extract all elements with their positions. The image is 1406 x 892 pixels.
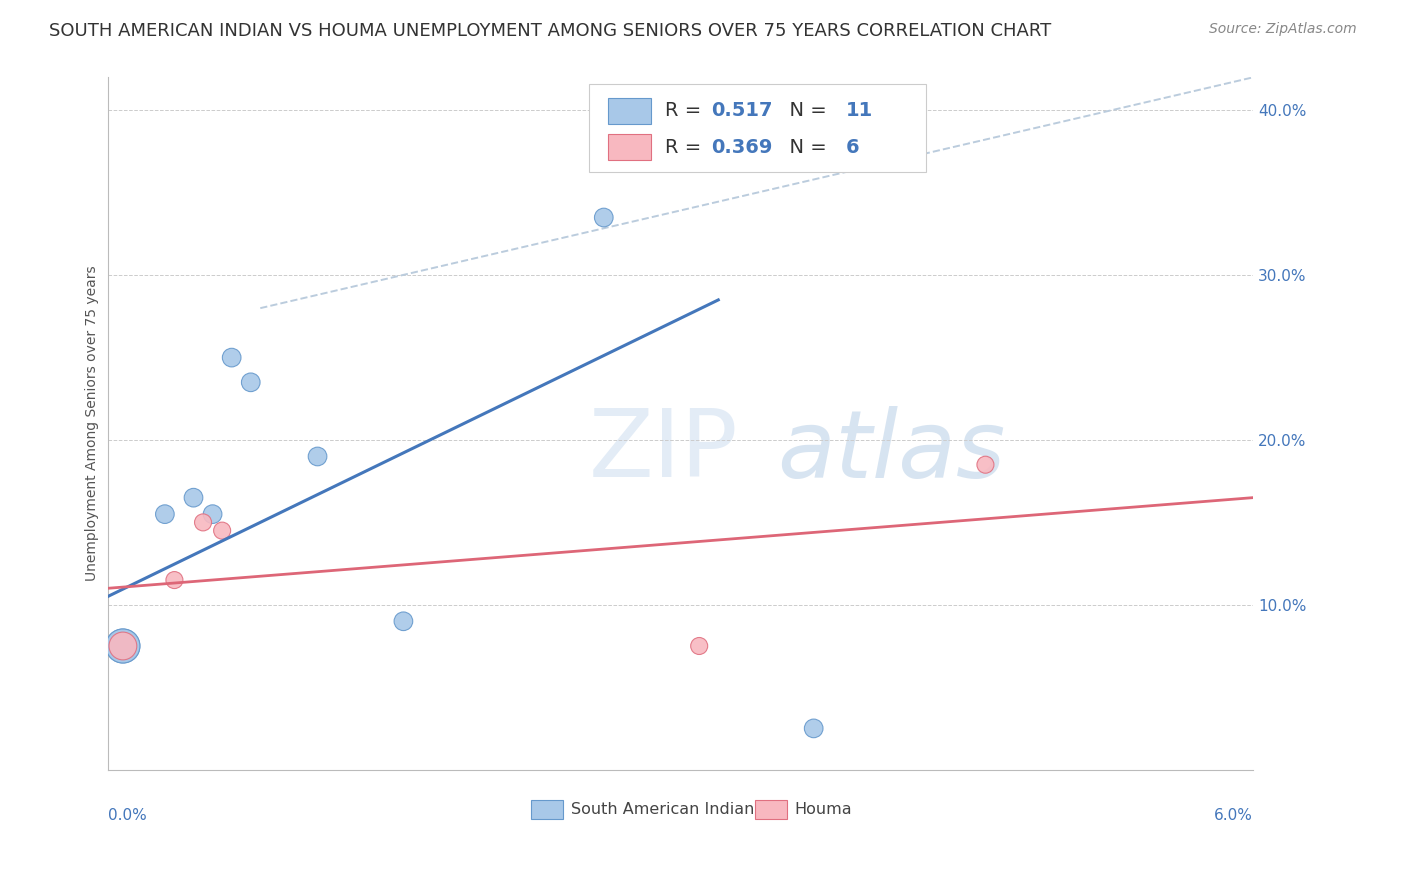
FancyBboxPatch shape <box>607 134 651 161</box>
FancyBboxPatch shape <box>755 800 786 820</box>
Text: 11: 11 <box>846 101 873 120</box>
Point <box>163 573 186 587</box>
Point <box>183 491 205 505</box>
Text: N =: N = <box>778 101 834 120</box>
Point <box>803 722 825 736</box>
Text: Houma: Houma <box>794 802 852 817</box>
Point <box>307 450 329 464</box>
Text: 0.369: 0.369 <box>711 138 772 157</box>
Point <box>974 458 997 472</box>
Text: South American Indians: South American Indians <box>571 802 763 817</box>
Y-axis label: Unemployment Among Seniors over 75 years: Unemployment Among Seniors over 75 years <box>86 266 100 582</box>
Point <box>239 376 262 390</box>
Point <box>111 639 134 653</box>
Text: 6.0%: 6.0% <box>1213 808 1253 823</box>
FancyBboxPatch shape <box>607 97 651 124</box>
Point <box>191 516 214 530</box>
Point <box>111 639 134 653</box>
Text: ZIP: ZIP <box>589 405 738 497</box>
Text: 6: 6 <box>846 138 859 157</box>
FancyBboxPatch shape <box>531 800 564 820</box>
Text: atlas: atlas <box>778 406 1005 497</box>
Text: Source: ZipAtlas.com: Source: ZipAtlas.com <box>1209 22 1357 37</box>
Text: 0.0%: 0.0% <box>108 808 146 823</box>
Text: R =: R = <box>665 101 707 120</box>
Point <box>592 211 614 225</box>
Point <box>111 639 134 653</box>
Text: R =: R = <box>665 138 707 157</box>
Point <box>211 524 233 538</box>
Text: SOUTH AMERICAN INDIAN VS HOUMA UNEMPLOYMENT AMONG SENIORS OVER 75 YEARS CORRELAT: SOUTH AMERICAN INDIAN VS HOUMA UNEMPLOYM… <box>49 22 1052 40</box>
FancyBboxPatch shape <box>589 84 927 172</box>
Point <box>688 639 710 653</box>
Text: 0.517: 0.517 <box>711 101 772 120</box>
Point <box>392 614 415 628</box>
Point <box>153 507 176 521</box>
Text: N =: N = <box>778 138 834 157</box>
Point <box>221 351 243 365</box>
Point <box>201 507 224 521</box>
